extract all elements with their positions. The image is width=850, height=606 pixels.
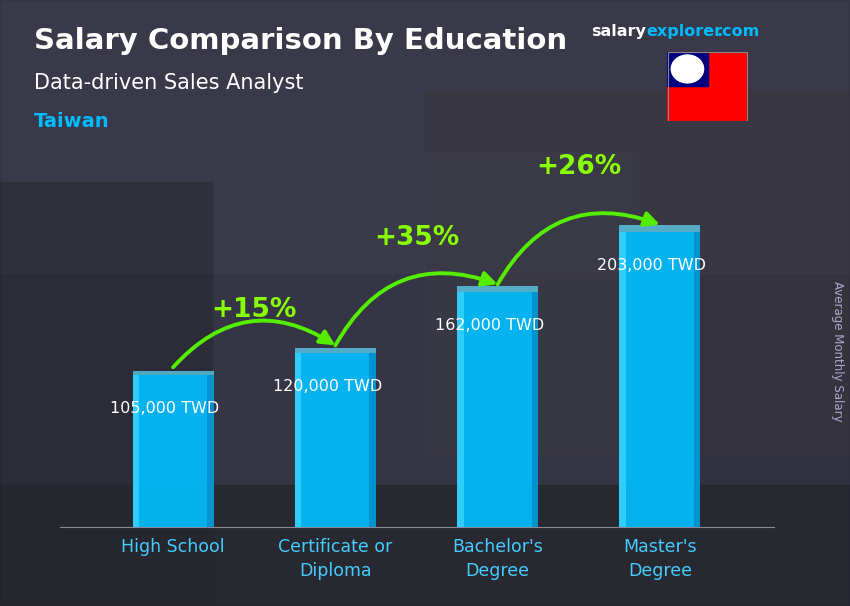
- Bar: [0, 0, 850, 273]
- Text: Data-driven Sales Analyst: Data-driven Sales Analyst: [34, 73, 303, 93]
- Polygon shape: [673, 64, 691, 76]
- Bar: [620, 232, 700, 527]
- Bar: [295, 353, 376, 527]
- Bar: [295, 348, 376, 353]
- Text: 120,000 TWD: 120,000 TWD: [273, 379, 382, 394]
- Bar: [370, 353, 376, 527]
- Bar: [133, 371, 213, 375]
- Bar: [295, 353, 301, 527]
- Bar: [0, 485, 850, 606]
- Text: +15%: +15%: [212, 297, 297, 322]
- Text: 203,000 TWD: 203,000 TWD: [598, 258, 706, 273]
- Polygon shape: [682, 66, 695, 81]
- Polygon shape: [681, 69, 694, 83]
- Text: Average Monthly Salary: Average Monthly Salary: [831, 281, 844, 422]
- Polygon shape: [679, 66, 693, 81]
- Text: +26%: +26%: [536, 154, 621, 180]
- Bar: [457, 285, 538, 291]
- Bar: [207, 375, 213, 527]
- Bar: [620, 225, 700, 232]
- Polygon shape: [673, 62, 691, 74]
- Bar: [667, 52, 707, 87]
- Text: +35%: +35%: [374, 225, 459, 250]
- Bar: [133, 375, 213, 527]
- Text: Taiwan: Taiwan: [34, 112, 110, 131]
- Polygon shape: [681, 55, 694, 69]
- Polygon shape: [679, 57, 693, 72]
- Polygon shape: [688, 64, 704, 75]
- Circle shape: [672, 55, 704, 83]
- Bar: [425, 91, 850, 454]
- Polygon shape: [684, 62, 701, 74]
- Text: 105,000 TWD: 105,000 TWD: [110, 401, 219, 416]
- Polygon shape: [682, 57, 695, 72]
- Bar: [133, 375, 139, 527]
- Bar: [532, 291, 538, 527]
- Polygon shape: [684, 64, 701, 76]
- Circle shape: [677, 61, 697, 78]
- Bar: [0, 182, 212, 606]
- Text: .com: .com: [717, 24, 760, 39]
- Bar: [694, 232, 700, 527]
- Text: salary: salary: [591, 24, 646, 39]
- Bar: [620, 232, 626, 527]
- Text: explorer: explorer: [646, 24, 722, 39]
- Polygon shape: [672, 64, 688, 75]
- Bar: [457, 291, 538, 527]
- Text: Salary Comparison By Education: Salary Comparison By Education: [34, 27, 567, 55]
- Bar: [212, 152, 638, 485]
- Bar: [457, 291, 463, 527]
- Text: 162,000 TWD: 162,000 TWD: [435, 318, 544, 333]
